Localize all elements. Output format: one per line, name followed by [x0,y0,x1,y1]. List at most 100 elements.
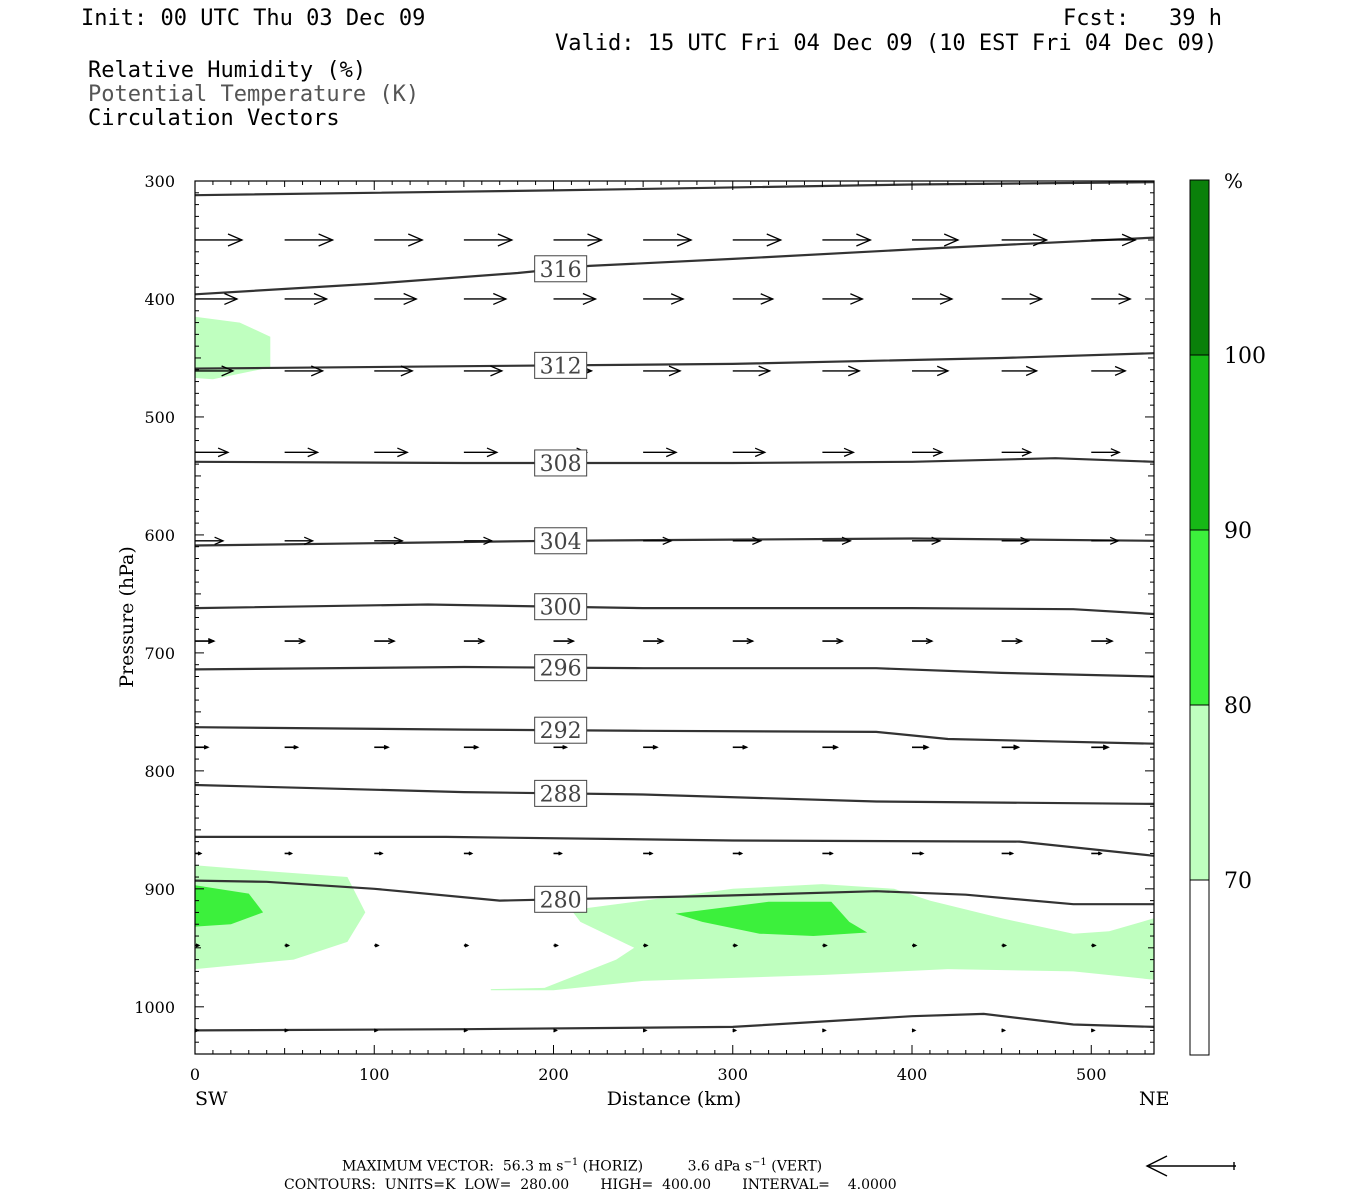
contour-label-text: 308 [540,452,582,477]
circulation-vector [912,943,918,948]
circulation-vector [374,233,424,247]
contour-label: 292 [534,716,588,744]
circulation-vector [643,637,665,645]
y-tick-label: 600 [144,526,175,545]
theta-contour [195,783,1154,805]
contour-label-text: 280 [540,888,582,913]
circulation-vector [643,943,649,948]
circulation-vector [195,536,225,546]
colorbar-segment [1190,880,1209,1055]
circulation-vector [374,292,418,306]
circulation-vector [374,851,384,856]
max-vector-line: MAXIMUM VECTOR: 56.3 m s−1 (HORIZ) 3.6 d… [342,1158,822,1174]
x-end-right: NE [1139,1088,1170,1110]
forecast-hour: Fcst: 39 h [1063,6,1222,31]
circulation-vector [1001,293,1044,305]
circulation-vector [1091,943,1097,948]
valid-time: Valid: 15 UTC Fri 04 Dec 09 (10 EST Fri … [555,31,1218,56]
circulation-vector [553,233,604,247]
y-tick-label: 400 [144,290,175,309]
circulation-vector [284,447,320,458]
x-tick-label: 200 [538,1065,569,1084]
circulation-vector [195,447,230,458]
contour-label: 312 [534,351,588,379]
circulation-vector [1001,536,1031,545]
circulation-vector [912,365,950,377]
contour-label: 316 [534,255,588,283]
contour-label-text: 300 [540,596,582,621]
theta-contour [195,352,1154,370]
circulation-vector [463,365,504,377]
circulation-vector [284,365,325,377]
circulation-vector [374,943,380,948]
circulation-vector [1091,637,1114,645]
contour-label-text: 288 [540,782,582,807]
circulation-vector [463,536,494,546]
circulation-vector [1091,851,1103,856]
theta-contour [195,665,1154,678]
circulation-vector [822,233,873,247]
circulation-vector [1091,293,1132,305]
x-tick-label: 100 [359,1065,390,1084]
circulation-vector [1091,744,1110,751]
circulation-vector [732,744,749,750]
y-tick-label: 700 [144,644,175,663]
circulation-vector [463,637,486,645]
circulation-vector [553,943,559,948]
theta-contour [195,603,1154,616]
circulation-vector [195,365,235,377]
circulation-vector [643,851,654,856]
theta-contour [195,1012,1154,1032]
circulation-vector [1001,637,1024,645]
circulation-vector [1001,365,1039,377]
y-axis-label: Pressure (hPa) [116,546,138,688]
circulation-vector [822,536,853,546]
contour-label: 296 [534,654,588,682]
circulation-vector [553,1028,558,1033]
colorbar-label: 100 [1224,344,1266,369]
circulation-vector [463,744,480,750]
circulation-vector [912,293,954,305]
rh-area [195,316,271,380]
theta-contour [195,726,1154,745]
y-tick-label: 1000 [134,998,175,1017]
unit-exponent: −1 [563,1157,579,1168]
x-tick-label: 300 [717,1065,748,1084]
circulation-vector [732,536,763,546]
circulation-vector [553,851,563,856]
circulation-vector [463,447,499,458]
unit-exponent: −1 [752,1157,767,1168]
circulation-vector [822,1028,827,1033]
circulation-vector [1091,448,1121,457]
contour-label-text: 304 [540,530,582,555]
circulation-vector [374,744,390,750]
rh-area [195,865,366,970]
circulation-vector [463,943,470,948]
circulation-vector [1001,447,1033,457]
circulation-vector [284,637,307,645]
field-rh: Relative Humidity (%) [88,58,367,83]
contour-label: 300 [534,593,588,621]
circulation-vector [195,943,201,948]
circulation-vector [374,536,404,546]
colorbar-label: 80 [1224,694,1252,719]
circulation-vector [284,233,335,247]
circulation-vector [1091,536,1120,545]
circulation-vector [822,637,845,645]
circulation-vector [732,851,744,856]
theta-contour [195,835,1154,857]
contour-label-text: 292 [540,719,582,744]
theta-contour [195,236,1154,296]
circulation-vector [374,637,396,645]
circulation-vector [284,1028,290,1033]
rh-area [675,901,868,936]
colorbar-segment [1190,355,1209,530]
circulation-vector [553,744,569,750]
circulation-vector [284,744,300,750]
contour-label-text: 296 [540,657,582,682]
circulation-vector [284,943,291,948]
contour-label: 304 [534,527,588,555]
max-vert-value: 3.6 dPa s [687,1158,753,1175]
circulation-vector [732,365,772,377]
circulation-vector [284,536,315,546]
